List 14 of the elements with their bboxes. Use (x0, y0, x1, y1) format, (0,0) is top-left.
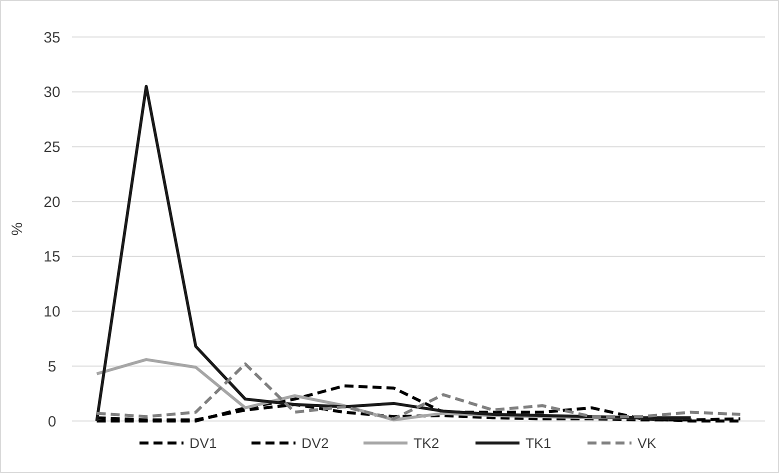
y-tick-label: 35 (44, 29, 60, 46)
legend-label: DV2 (302, 434, 329, 451)
y-tick-label: 30 (44, 84, 60, 102)
y-tick-label: 5 (48, 358, 56, 376)
legend-label: TK1 (526, 434, 552, 451)
y-tick-label: 10 (44, 304, 60, 321)
legend-label: VK (638, 434, 657, 451)
legend-label: DV1 (190, 434, 217, 451)
y-tick-label: 20 (44, 194, 60, 211)
y-tick-label: 0 (48, 413, 56, 430)
y-tick-label: 25 (44, 138, 60, 156)
y-axis-title: % (9, 222, 26, 236)
y-tick-label: 15 (44, 248, 60, 266)
legend-label: TK2 (414, 434, 440, 451)
